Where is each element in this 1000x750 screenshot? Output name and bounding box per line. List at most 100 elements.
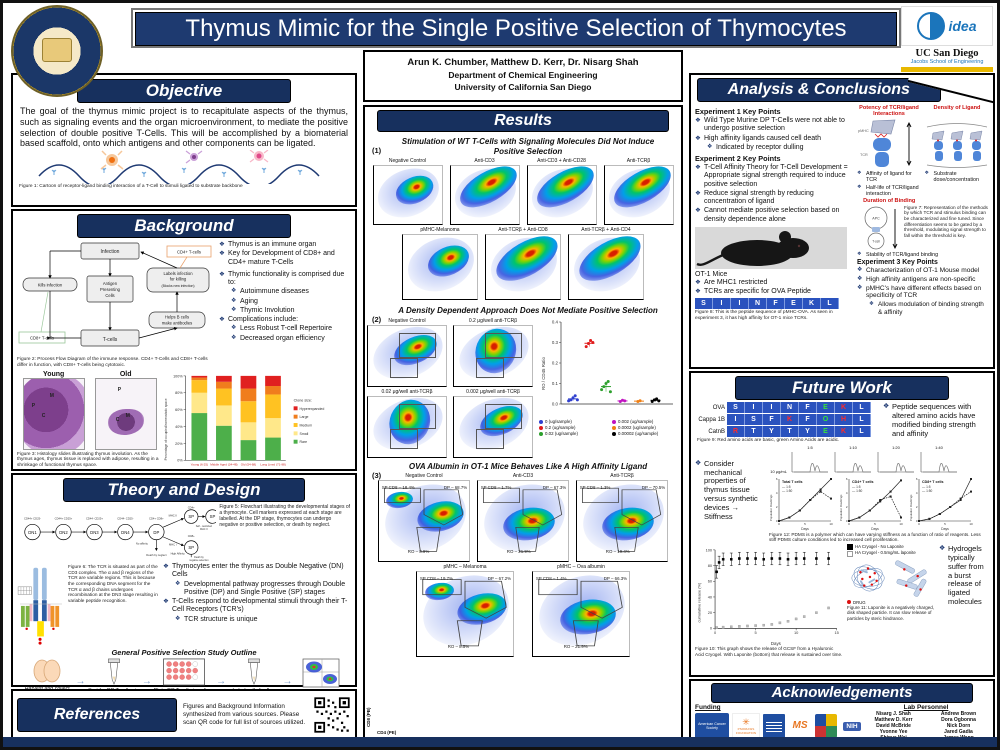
results-section: Results (1) Stimulation of WT T-Cells wi… — [363, 105, 683, 741]
peptide-comparison-table: OVA S I I N F E K L Cappa 1B I S F K F O H L CatnB R T Y T Y E K L — [697, 402, 879, 437]
svg-text:Population Doublings: Population Doublings — [769, 494, 773, 521]
young-histology-image: M C P — [22, 377, 85, 450]
svg-text:Labels infection: Labels infection — [163, 271, 193, 276]
flow-plot: pMHC-Melanoma — [402, 227, 478, 301]
svg-text:100: 100 — [706, 547, 713, 552]
arrow-right-icon — [216, 676, 226, 687]
thymocyte-stage-flowchart: DN1 DN2 DN3 DN4 DP SP SP SP CD44+ CD25- … — [24, 505, 217, 562]
idea-logo: idea — [901, 6, 993, 46]
partner-grid-logo — [815, 714, 837, 738]
clone-size-stacked-bar-chart: 0% 20% 40% 60% 80% 100% Young (6-25) Middle Age… — [164, 374, 325, 466]
flow-plot-gated: Anti-TCRβ SP CD8 – 1.3% DP – 70.5% RO – … — [576, 473, 668, 563]
release-chart-legend: HA Cryogel - No Laponite HA Cryogel - 0.5… — [847, 544, 935, 557]
arrow-right-icon — [283, 676, 293, 687]
svg-text:0%: 0% — [178, 458, 184, 462]
pdms-histogram: 1:20 — [876, 445, 916, 474]
analysis-heading: Analysis & Conclusions — [697, 78, 941, 102]
svg-text:Middle Aged (34-48): Middle Aged (34-48) — [211, 462, 238, 466]
svg-text:CD44+ CD25-: CD44+ CD25- — [24, 516, 41, 520]
svg-text:4: 4 — [776, 491, 778, 495]
background-bullets: Thymus is an immune organ Key for Develo… — [215, 240, 351, 369]
pdms-histogram: 1:40 — [919, 445, 959, 474]
flow-plot: 0.2 μg/well anti-TCRβ — [453, 318, 533, 387]
svg-text:Cells: Cells — [105, 293, 114, 298]
tcell-icons — [100, 150, 269, 170]
pdms-figures: 10 μg/mL 1:5 1:10 1:20 1:40 0 2 4 6 0 5 10 Total T… — [769, 445, 989, 543]
svg-text:40%: 40% — [176, 424, 184, 428]
well-plate-icon — [163, 658, 205, 686]
svg-text:APC: APC — [872, 216, 880, 220]
page-title: Thymus Mimic for the Single Positive Sel… — [135, 12, 897, 46]
svg-text:4: 4 — [846, 491, 848, 495]
arrow-right-icon — [142, 676, 152, 687]
ms-society-logo: MS — [788, 713, 812, 739]
svg-text:DN4: DN4 — [121, 530, 130, 535]
svg-text:No affinity: No affinity — [136, 542, 149, 546]
svg-text:— 1:50: — 1:50 — [922, 489, 933, 493]
ack-heading: Acknowledgements — [711, 683, 973, 703]
references-section: References Figures and Background Inform… — [11, 689, 357, 741]
figure8-caption: Figure 8: This is the peptide sequence o… — [695, 310, 833, 321]
theory-section: Theory and Design — [11, 473, 357, 704]
svg-text:Population Doublings: Population Doublings — [839, 494, 843, 521]
svg-text:CD44- CD25+: CD44- CD25+ — [86, 516, 103, 520]
svg-text:— 1:50: — 1:50 — [852, 489, 863, 493]
svg-text:cumulative release (%): cumulative release (%) — [696, 582, 701, 622]
ot1-title: OT-1 Mice — [695, 270, 728, 278]
figure9-caption: Figure 9: Red amino acids are basic, gre… — [697, 438, 840, 443]
svg-text:0.3: 0.3 — [552, 340, 559, 345]
tube-icon — [107, 658, 120, 685]
svg-text:60: 60 — [708, 579, 713, 584]
svg-text:Small: Small — [300, 431, 309, 435]
references-heading: References — [17, 698, 177, 732]
svg-text:Death by: Death by — [194, 556, 204, 559]
svg-text:10: 10 — [794, 630, 799, 635]
flow-plot-gated: Negative Control SP CD8 – 18.4% DP – 68.… — [378, 473, 470, 563]
svg-text:MHC II: MHC II — [169, 514, 178, 518]
svg-text:Hyperexpanded: Hyperexpanded — [300, 406, 325, 410]
figure10-caption: Figure 10: This graph shows the release … — [695, 646, 843, 657]
svg-text:Kills infection: Kills infection — [38, 283, 63, 288]
flow-plot-icon — [302, 658, 340, 688]
svg-text:Long Lived (71-98): Long Lived (71-98) — [261, 462, 286, 466]
thymus-icon — [33, 659, 61, 683]
svg-text:CD8+ T-cells: CD8+ T-cells — [30, 336, 54, 341]
concentration-label: 10 μg/mL — [770, 468, 787, 474]
svg-text:0.0: 0.0 — [552, 401, 559, 406]
svg-text:T-cells: T-cells — [103, 337, 118, 343]
branding: idea UC San Diego Jacobs School of Engin… — [901, 6, 993, 72]
cumulative-release-chart: 0 20 40 60 80 100 0 5 10 15 Days cumulative release… — [696, 547, 839, 646]
authors-box: Arun K. Chumber, Matthew D. Kerr, Dr. Ni… — [363, 50, 683, 102]
svg-text:6: 6 — [846, 477, 848, 481]
svg-text:CD44- CD25-: CD44- CD25- — [117, 516, 133, 520]
svg-text:(Blocks new infection): (Blocks new infection) — [162, 284, 195, 288]
figure2-caption: Figure 2: Process Flow Diagram of the im… — [17, 357, 208, 368]
svg-text:MHC II: MHC II — [200, 528, 208, 531]
research-banner-logo — [763, 714, 785, 738]
svg-text:DN1: DN1 — [28, 530, 37, 535]
theory-heading: Theory and Design — [63, 478, 305, 502]
svg-text:Large: Large — [300, 415, 309, 419]
svg-text:make antibodies: make antibodies — [162, 321, 193, 326]
qr-code — [313, 696, 351, 734]
analysis-left: Experiment 1 Key Points Wild Type Murine… — [695, 105, 854, 322]
svg-text:Antigen: Antigen — [103, 281, 118, 286]
tube-icon — [248, 658, 261, 685]
svg-text:60%: 60% — [176, 408, 184, 412]
american-cancer-society-logo: American Cancer Society — [695, 713, 729, 739]
young-label: Young — [43, 370, 65, 378]
immune-flow-diagram: Infection T-cells Kills infection Antige… — [17, 240, 215, 369]
svg-text:CD44+ CD25+: CD44+ CD25+ — [55, 516, 73, 520]
analysis-right: Potency of TCR/ligand Interactions Densi… — [854, 105, 989, 322]
flow-plot: 0.002 μg/well anti-TCRβ — [453, 389, 533, 458]
svg-text:CD4+ T-cells: CD4+ T-cells — [177, 250, 201, 255]
ligand-density-diagram — [926, 122, 988, 168]
svg-text:5: 5 — [804, 522, 806, 526]
flow-plot-gated: pMHC – Ova albumin SP CD8 – 1.4% DP – 66… — [532, 564, 630, 658]
ucsd-wordmark: UC San Diego — [915, 48, 979, 59]
svg-text:10: 10 — [969, 522, 973, 526]
laponite-diagram — [851, 560, 927, 597]
peptide-row: Cappa 1B I S F K F O H L — [697, 414, 879, 425]
svg-text:20: 20 — [708, 610, 713, 615]
svg-text:DN3: DN3 — [90, 530, 99, 535]
